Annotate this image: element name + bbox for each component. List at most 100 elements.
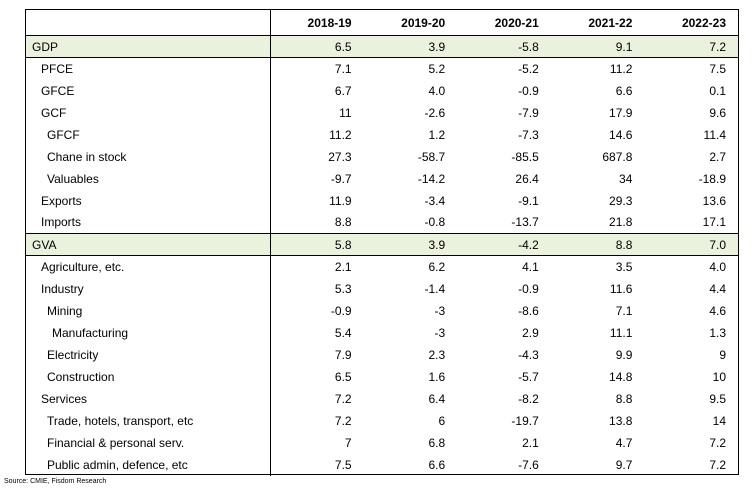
value-cell: 7.2 (644, 35, 738, 58)
table-header: 2018-19 2019-20 2020-21 2021-22 2022-23 (26, 10, 738, 36)
value-cell: 6.6 (428, 457, 446, 472)
value-cell: 4.1 (522, 259, 539, 274)
value-cell: 21.8 (609, 215, 633, 230)
header-label-cell (26, 10, 271, 36)
table-row: Agriculture, etc. 2.1 6.2 4.1 3.5 4.0 (26, 255, 738, 278)
value-cell: -2.6 (424, 105, 446, 120)
value-cell: 7 (344, 435, 352, 450)
value-cell: 7.1 (334, 61, 352, 76)
value-cell: -5.2 (518, 61, 539, 76)
value-cell: 14.6 (609, 127, 633, 142)
table-row: Mining -0.9 -3 -8.6 7.1 4.6 (26, 299, 738, 322)
value-cell: -5.7 (518, 369, 539, 384)
value-cell: 6.2 (428, 259, 446, 274)
value-cell: 1.6 (428, 369, 446, 384)
value-cell: 17.9 (609, 105, 633, 120)
value-cell: 6.6 (615, 83, 633, 98)
row-label: Manufacturing (26, 321, 271, 344)
table-row: Manufacturing 5.4 -3 2.9 11.1 1.3 (26, 321, 738, 344)
value-cell: 4.7 (615, 435, 633, 450)
table-row: GFCF 11.2 1.2 -7.3 14.6 11.4 (26, 123, 738, 146)
value-cell: -18.9 (698, 171, 726, 186)
value-cell: 2.9 (522, 325, 539, 340)
value-cell: 8.8 (550, 233, 645, 256)
value-cell: 7.1 (615, 303, 633, 318)
value-cell: -3 (434, 325, 446, 340)
table-row: GVA 5.8 3.9 -4.2 8.8 7.0 (26, 233, 738, 256)
year-header: 2021-22 (550, 10, 645, 36)
value-cell: -19.7 (511, 413, 539, 428)
value-cell: 687.8 (602, 149, 633, 164)
table-row: Industry 5.3 -1.4 -0.9 11.6 4.4 (26, 277, 738, 300)
row-label: PFCE (26, 57, 271, 80)
value-cell: 34 (619, 171, 633, 186)
row-label: Imports (26, 211, 271, 234)
row-label: Public admin, defence, etc (26, 453, 271, 476)
value-cell: 7.9 (334, 347, 352, 362)
value-cell: -9.7 (330, 171, 352, 186)
value-cell: 7.0 (644, 233, 738, 256)
row-label: Agriculture, etc. (26, 255, 271, 278)
table-row: Trade, hotels, transport, etc 7.2 6 -19.7 13… (26, 409, 738, 432)
row-label: GDP (26, 35, 271, 58)
row-label: Services (26, 387, 271, 410)
value-cell: 6.8 (428, 435, 446, 450)
table-row: Exports 11.9 -3.4 -9.1 29.3 13.6 (26, 189, 738, 212)
value-cell: 1.2 (428, 127, 446, 142)
value-cell: 3.9 (363, 233, 458, 256)
value-cell: -0.9 (518, 281, 539, 296)
table-row: Electricity 7.9 2.3 -4.3 9.9 9 (26, 343, 738, 366)
value-cell: 4.0 (428, 83, 446, 98)
value-cell: 4.6 (709, 303, 726, 318)
value-cell: 6.5 (270, 35, 364, 58)
value-cell: 2.7 (709, 149, 726, 164)
value-cell: 7.5 (709, 61, 726, 76)
value-cell: 2.1 (522, 435, 539, 450)
value-cell: 6.5 (334, 369, 352, 384)
row-label: GFCE (26, 79, 271, 102)
value-cell: -1.4 (424, 281, 446, 296)
value-cell: 4.0 (709, 259, 726, 274)
year-header: 2022-23 (644, 10, 738, 36)
value-cell: 3.5 (615, 259, 633, 274)
value-cell: 7.2 (334, 413, 352, 428)
table-row: Valuables -9.7 -14.2 26.4 34 -18.9 (26, 167, 738, 190)
table-row: Public admin, defence, etc 7.5 6.6 -7.6 9.7 7… (26, 453, 738, 476)
value-cell: 5.3 (334, 281, 352, 296)
value-cell: 11.1 (609, 325, 633, 340)
value-cell: -85.5 (511, 149, 539, 164)
value-cell: 7.2 (334, 391, 352, 406)
value-cell: 11.9 (329, 193, 352, 208)
table-row: GCF 11 -2.6 -7.9 17.9 9.6 (26, 101, 738, 124)
value-cell: 0.1 (709, 83, 726, 98)
row-label: Construction (26, 365, 271, 388)
value-cell: 13.8 (609, 413, 633, 428)
row-label: Trade, hotels, transport, etc (26, 409, 271, 432)
value-cell: 9.5 (709, 391, 726, 406)
value-cell: -0.9 (330, 303, 352, 318)
value-cell: 13.6 (702, 193, 726, 208)
value-cell: 9.6 (709, 105, 726, 120)
table-row: Services 7.2 6.4 -8.2 8.8 9.5 (26, 387, 738, 410)
table-row: Imports 8.8 -0.8 -13.7 21.8 17.1 (26, 211, 738, 234)
value-cell: -13.7 (511, 215, 539, 230)
table-row: Construction 6.5 1.6 -5.7 14.8 10 (26, 365, 738, 388)
value-cell: 5.8 (270, 233, 364, 256)
year-header: 2019-20 (363, 10, 458, 36)
value-cell: 14 (712, 413, 726, 428)
table-row: GDP 6.5 3.9 -5.8 9.1 7.2 (26, 35, 738, 58)
value-cell: 8.8 (615, 391, 633, 406)
value-cell: -3.4 (424, 193, 446, 208)
table-body: GDP 6.5 3.9 -5.8 9.1 7.2 PFCE 7.1 5.2 -5.2 11.2 7.5… (26, 35, 738, 476)
value-cell: 9 (719, 347, 726, 362)
value-cell: -7.6 (518, 457, 539, 472)
row-label: Mining (26, 299, 271, 322)
table-row: PFCE 7.1 5.2 -5.2 11.2 7.5 (26, 57, 738, 80)
value-cell: 11.2 (609, 61, 633, 76)
row-label: Electricity (26, 343, 271, 366)
value-cell: -4.2 (457, 233, 551, 256)
value-cell: 3.9 (363, 35, 458, 58)
value-cell: -0.8 (424, 215, 446, 230)
value-cell: 2.3 (428, 347, 446, 362)
value-cell: 9.1 (550, 35, 645, 58)
